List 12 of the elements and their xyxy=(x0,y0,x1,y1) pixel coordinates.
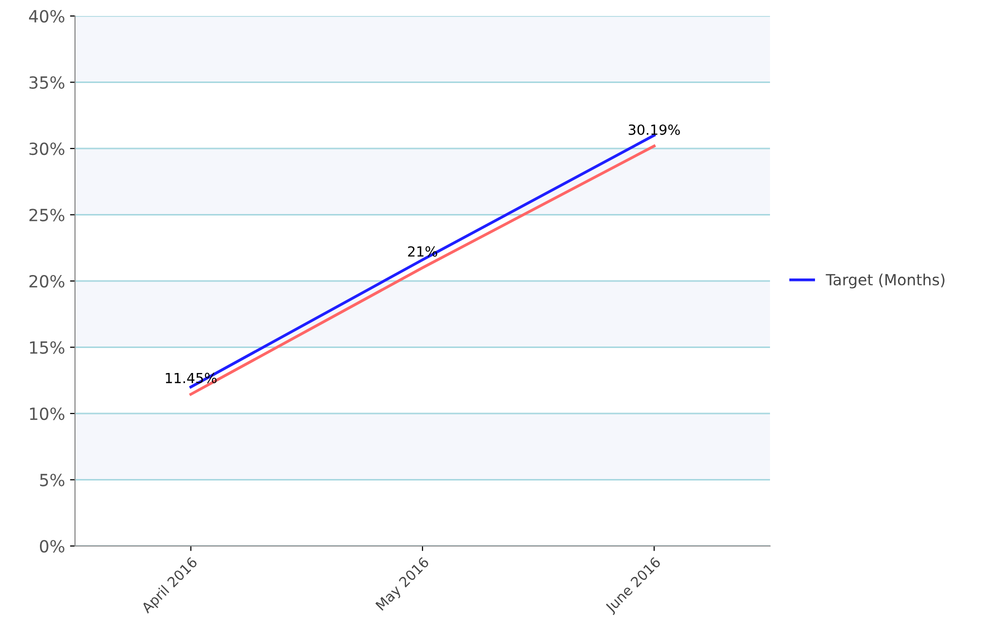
data-label: 21% xyxy=(408,246,438,257)
y-tick-label: 5% xyxy=(40,474,64,486)
data-label: 30.19% xyxy=(628,124,680,135)
y-tick-label: 35% xyxy=(30,76,64,89)
y-tick-label: 15% xyxy=(30,341,64,354)
y-tick-label: 25% xyxy=(29,208,64,222)
y-tick-label: 0% xyxy=(40,540,64,553)
y-tick-label: 20% xyxy=(29,274,64,288)
legend-label: Target (Months) xyxy=(826,274,944,288)
y-tick-label: 30% xyxy=(30,142,64,156)
y-tick-label: 40% xyxy=(29,10,64,23)
y-tick-label: 10% xyxy=(30,407,64,420)
